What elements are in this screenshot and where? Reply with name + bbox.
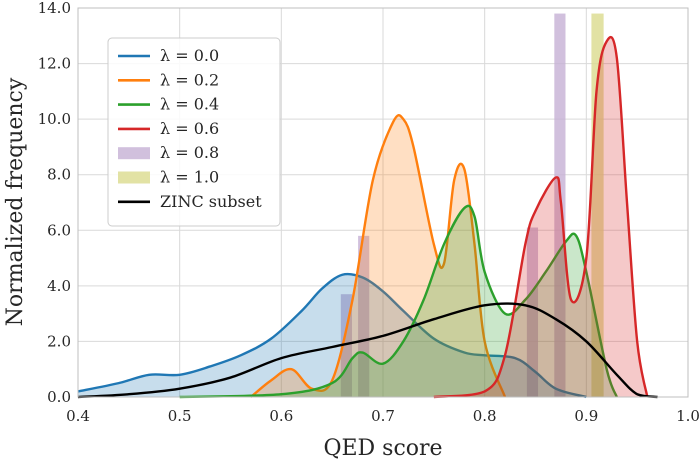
legend-label: λ = 0.4 [160, 95, 219, 114]
area-λ = 0.6 [433, 37, 648, 398]
y-tick-label: 0.0 [47, 388, 71, 406]
x-tick-label: 0.4 [66, 407, 90, 425]
y-tick-label: 12.0 [38, 55, 71, 73]
line-ZINC subset [77, 302, 658, 399]
bar-λ = 0.8 [554, 13, 566, 398]
x-tick-label: 0.7 [371, 407, 395, 425]
legend-label: λ = 0.2 [160, 70, 219, 89]
y-axis-label: Normalized frequency [3, 77, 28, 326]
y-tick-label: 4.0 [47, 277, 71, 295]
line-λ = 0.4 [179, 204, 618, 399]
bar-λ = 0.8 [358, 235, 370, 397]
y-tick-label: 6.0 [47, 221, 71, 239]
y-tick-label: 10.0 [38, 110, 71, 128]
y-tick-label: 2.0 [47, 332, 71, 350]
line-λ = 0.0 [77, 272, 587, 399]
x-tick-label: 0.6 [269, 407, 293, 425]
y-tick-label: 8.0 [47, 166, 71, 184]
legend: λ = 0.0 λ = 0.2 λ = 0.4 λ = 0.6 λ = 0.8 λ = 1… [107, 37, 281, 227]
x-tick-label: 0.5 [168, 407, 192, 425]
bar-λ = 0.8 [526, 227, 539, 397]
legend-label: λ = 1.0 [160, 168, 219, 187]
x-tick-labels: 0.4 0.5 0.6 0.7 0.8 0.9 1.0 [66, 407, 700, 425]
legend-label: λ = 0.6 [160, 119, 219, 138]
legend-label: λ = 0.0 [160, 46, 219, 65]
legend-label: λ = 0.8 [160, 143, 219, 162]
line-λ = 0.6 [433, 35, 649, 399]
series-layer [77, 13, 658, 399]
x-tick-label: 1.0 [676, 407, 700, 425]
legend-label: ZINC subset [160, 192, 262, 211]
x-axis-label: QED score [323, 436, 442, 461]
area-λ = 0.0 [78, 273, 587, 397]
bar-λ = 0.8 [340, 294, 352, 397]
legend-box [107, 37, 281, 227]
plot-frame [77, 7, 689, 398]
x-tick-label: 0.9 [574, 407, 598, 425]
y-tick-labels: 0.0 2.0 4.0 6.0 8.0 10.0 12.0 14.0 [38, 0, 71, 406]
y-tick-label: 14.0 [38, 0, 71, 17]
area-λ = 0.2 [250, 115, 505, 398]
line-λ = 0.2 [250, 113, 507, 398]
x-tick-label: 0.8 [473, 407, 497, 425]
legend-swatch [118, 171, 150, 184]
legend-swatch [118, 147, 150, 160]
